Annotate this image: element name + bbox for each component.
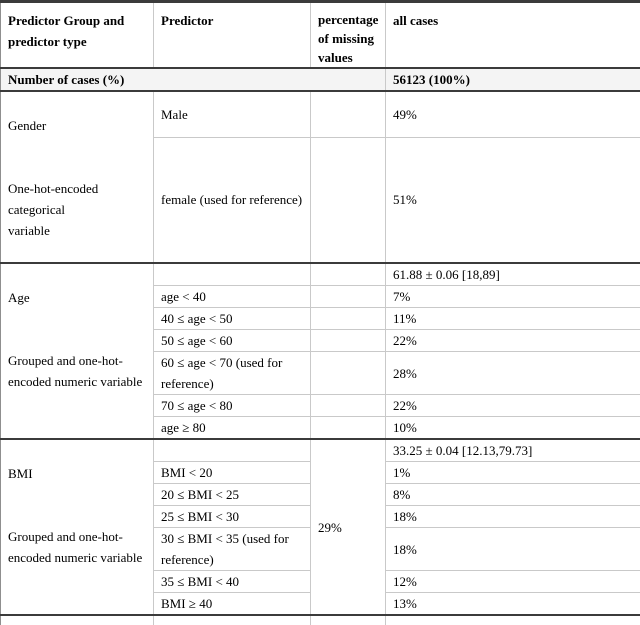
table-row: BMI Grouped and one-hot- encoded numeric… [0,438,640,616]
group-cell-bmi: BMI Grouped and one-hot- encoded numeric… [0,438,154,616]
summary-value-cell: 56123 (100%) [385,67,640,92]
group-cell-gender: Gender One-hot-encoded categorical varia… [0,90,154,264]
group-cell-race: Race One-hot-encoded categorical variabl… [0,614,154,625]
group-type: Grouped and one-hot- encoded numeric var… [8,353,143,389]
predictor-cell: female (used for reference) [153,136,311,264]
stat-value-cell: 61.88 ± 0.06 [18,89] [385,262,640,286]
summary-label-cell: Number of cases (%) [0,67,386,92]
predictor-cell: 20 ≤ BMI < 25 [153,483,311,506]
value-cell: 10% [385,416,640,440]
predictor-cell: 60 ≤ age < 70 (used for reference) [153,351,311,395]
predictor-cell: Male [153,89,311,138]
table-row: 20 ≤ BMI < 25 8% [1,483,640,506]
predictor-cell: BMI ≥ 40 [153,592,311,616]
predictor-cell: 35 ≤ BMI < 40 [153,570,311,593]
predictor-cell: 70 ≤ age < 80 [153,394,311,417]
missing-cell-empty [310,262,386,286]
header-cell-predictor: Predictor [153,0,311,69]
table-row: 35 ≤ BMI < 40 12% [1,570,640,593]
value-cell: 22% [385,394,640,417]
predictor-cell: age < 40 [153,285,311,308]
predictor-cell-empty [153,262,311,286]
value-cell: 28% [385,351,640,395]
value-cell: 49% [385,89,640,138]
missing-cell-empty [310,307,386,330]
missing-cell-empty [310,394,386,417]
missing-cell-empty [310,329,386,352]
header-cell-missing-values: percentage of missing values [310,0,386,69]
value-cell: 12% [385,570,640,593]
value-cell: 51% [385,136,640,264]
table-row: 40 ≤ age < 50 11% [1,307,640,330]
missing-cell-bmi: 29% [310,438,386,616]
predictor-cell: 40 ≤ age < 50 [153,307,311,330]
group-type: Grouped and one-hot- encoded numeric var… [8,529,143,565]
predictor-cell: White (used for reference) [153,613,311,625]
table-row: 70 ≤ age < 80 22% [1,394,640,417]
missing-cell-race: 15% [310,614,386,625]
header-cell-all-cases: all cases [385,0,640,69]
missing-cell-empty [310,136,386,264]
group-type: One-hot-encoded categorical variable [8,181,99,238]
value-cell: 11% [385,307,640,330]
value-cell: 8% [385,483,640,506]
predictor-cell: 30 ≤ BMI < 35 (used for reference) [153,527,311,571]
table-row: Gender One-hot-encoded categorical varia… [0,89,640,264]
value-cell: 55% [385,613,640,625]
table-row: age ≥ 80 10% [1,416,640,440]
missing-cell-empty [310,416,386,440]
header-cell-predictor-group: Predictor Group and predictor type [0,0,154,69]
table-row: 60 ≤ age < 70 (used for reference) 28% [1,351,640,395]
value-cell: 18% [385,527,640,571]
value-cell: 1% [385,461,640,484]
predictor-cell: 50 ≤ age < 60 [153,329,311,352]
group-title: BMI [8,466,33,481]
predictor-cell: 25 ≤ BMI < 30 [153,505,311,528]
missing-cell-empty [310,89,386,138]
summary-row: Number of cases (%) 56123 (100%) [0,67,640,92]
table-row: Age Grouped and one-hot- encoded numeric… [0,262,640,440]
predictor-cell: age ≥ 80 [153,416,311,440]
group-title: Age [8,290,30,305]
table-row: age < 40 7% [1,285,640,308]
group-title: Gender [8,118,47,133]
missing-cell-empty [310,351,386,395]
table-row: 50 ≤ age < 60 22% [1,329,640,352]
table-header-row: Predictor Group and predictor type Predi… [0,0,640,69]
table-row: Race One-hot-encoded categorical variabl… [0,613,640,625]
table-row: female (used for reference) 51% [1,136,640,264]
missing-cell-empty [310,285,386,308]
group-cell-age: Age Grouped and one-hot- encoded numeric… [0,262,154,440]
value-cell: 7% [385,285,640,308]
stat-value-cell: 33.25 ± 0.04 [12.13,79.73] [385,438,640,462]
value-cell: 13% [385,592,640,616]
predictor-cell: BMI < 20 [153,461,311,484]
predictor-cell-empty [153,438,311,462]
value-cell: 22% [385,329,640,352]
value-cell: 18% [385,505,640,528]
